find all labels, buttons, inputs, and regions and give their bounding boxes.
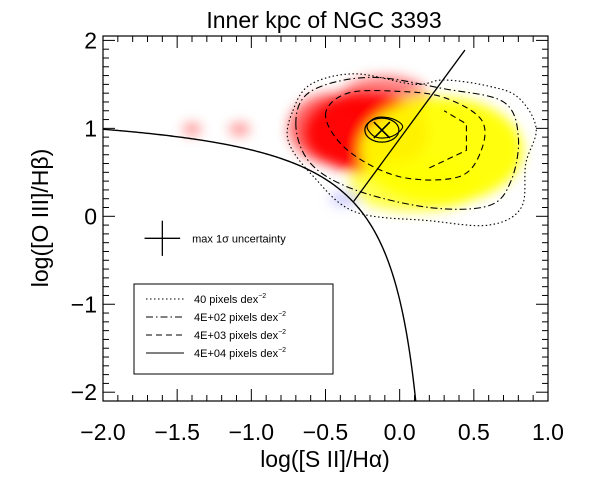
marker-circle — [364, 117, 400, 143]
legend-label: 40 pixels dex−2 — [194, 293, 266, 306]
x-tick-label: 1.0 — [532, 419, 564, 445]
legend-label: 4E+03 pixels dex−2 — [194, 329, 286, 342]
axis-ticks — [102, 36, 549, 401]
legend-label: 4E+04 pixels dex−2 — [194, 347, 286, 360]
legend-exponent: −2 — [278, 329, 286, 336]
contour-dotted — [286, 73, 537, 227]
chart-title: Inner kpc of NGC 3393 — [206, 7, 441, 33]
y-tick-label: 2 — [84, 27, 97, 53]
demarcation-lines — [103, 49, 466, 401]
x-tick-label: −2.0 — [80, 419, 125, 445]
density-blob-seyfert — [183, 123, 201, 136]
y-tick-label: −1 — [71, 291, 97, 317]
y-tick-label: 0 — [84, 203, 97, 229]
contour-inner-dashed — [429, 110, 467, 169]
x-axis-label: log([S II]/Hα) — [260, 446, 390, 472]
y-tick-labels: −2 −1 0 1 2 — [71, 27, 97, 405]
x-tick-label: 0.5 — [458, 419, 490, 445]
x-tick-labels: −2.0 −1.5 −1.0 −0.5 0.0 0.5 1.0 — [80, 419, 564, 445]
y-tick-label: −2 — [71, 379, 97, 405]
density-blob-seyfert — [229, 123, 250, 136]
legend-exponent: −2 — [278, 347, 286, 354]
marker-x — [373, 121, 391, 139]
contour-dashed — [324, 89, 486, 181]
kewley-curve — [103, 128, 417, 401]
x-tick-label: −0.5 — [303, 419, 348, 445]
y-tick-label: 1 — [84, 115, 97, 141]
legend-exponent: −2 — [278, 311, 286, 318]
error-bar — [144, 220, 181, 256]
legend-label: 4E+02 pixels dex−2 — [194, 311, 286, 324]
seyfert-liner-line — [353, 49, 466, 202]
x-tick-label: −1.0 — [229, 419, 274, 445]
legend-exponent: −2 — [258, 293, 266, 300]
density-blobs — [183, 75, 523, 212]
x-tick-label: 0.0 — [384, 419, 416, 445]
x-tick-label: −1.5 — [154, 419, 199, 445]
density-blob-liner — [347, 159, 482, 212]
y-axis-label: log([O III]/Hβ) — [27, 149, 53, 287]
error-bar-label: max 1σ uncertainty — [192, 233, 286, 245]
legend: 40 pixels dex−2 4E+02 pixels dex−2 4E+03 p… — [146, 293, 286, 360]
density-blob-star-forming — [329, 191, 360, 206]
